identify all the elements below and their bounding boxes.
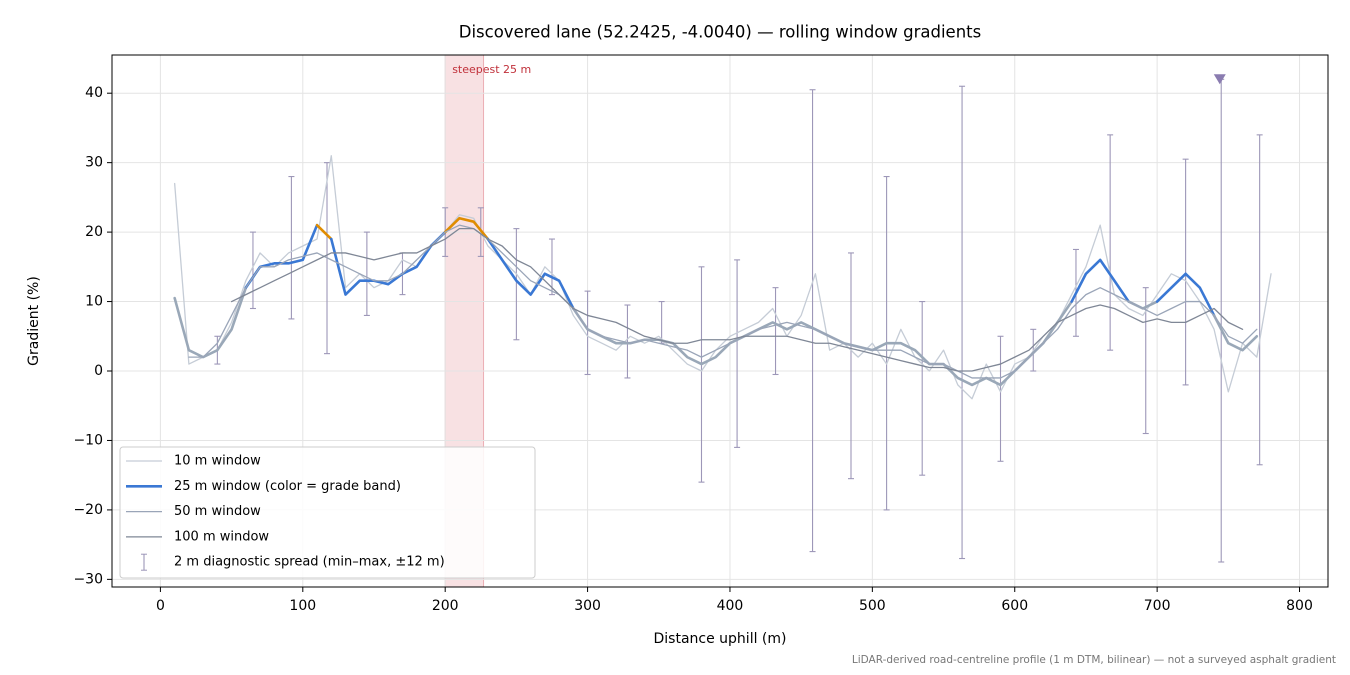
error-bar: [1256, 134, 1263, 466]
series-line: [244, 223, 319, 289]
error-bar: [809, 89, 816, 553]
error-bar: [997, 335, 1004, 462]
error-bar: [1218, 78, 1225, 563]
chart-title: Discovered lane (52.2425, -4.0040) — rol…: [459, 23, 981, 42]
series-line: [1212, 314, 1259, 352]
highlight-label: steepest 25 m: [452, 63, 531, 76]
y-tick-label: 40: [85, 85, 103, 101]
x-tick-label: 600: [1001, 598, 1028, 614]
series-line: [1127, 300, 1159, 310]
error-bar: [513, 228, 520, 341]
legend-box: [119, 446, 536, 579]
marker: [1213, 74, 1226, 85]
error-bar: [548, 238, 555, 296]
y-tick-label: −30: [73, 571, 103, 587]
x-tick-label: 0: [156, 598, 165, 614]
y-tick-label: 10: [85, 294, 103, 310]
x-tick-label: 400: [717, 598, 744, 614]
legend: 10 m window 25 m window (color = grade ba…: [119, 446, 536, 579]
error-bar: [584, 290, 591, 376]
legend-label: 2 m diagnostic spread (min–max, ±12 m): [174, 555, 445, 570]
legend-label: 50 m window: [174, 504, 261, 519]
x-tick-label: 100: [289, 598, 316, 614]
error-bar: [919, 301, 926, 476]
legend-label: 10 m window: [174, 454, 261, 469]
y-tick-label: 0: [94, 363, 103, 379]
footnote: LiDAR-derived road-centreline profile (1…: [852, 654, 1336, 666]
x-tick-label: 500: [859, 598, 886, 614]
error-bar: [959, 85, 966, 560]
y-axis-label: Gradient (%): [26, 276, 42, 366]
series-line: [230, 227, 1244, 372]
plot-frame: [111, 54, 1329, 588]
series-line: [443, 216, 490, 241]
series-line: [1070, 258, 1130, 303]
series-line: [174, 155, 1272, 400]
error-bar: [249, 231, 256, 310]
y-tick-label: −10: [73, 432, 103, 448]
legend-label: 25 m window (color = grade band): [174, 479, 401, 494]
error-bar: [288, 175, 295, 320]
x-tick-label: 700: [1144, 598, 1171, 614]
error-bar: [734, 259, 741, 448]
series-line: [173, 286, 248, 359]
y-tick-label: 30: [85, 155, 103, 171]
error-bar: [772, 287, 779, 376]
series-line: [188, 224, 1258, 379]
legend-label: 100 m window: [174, 529, 269, 544]
series-line: [315, 223, 333, 241]
x-tick-label: 200: [432, 598, 459, 614]
error-bar: [624, 304, 631, 379]
x-axis-label: Distance uphill (m): [654, 631, 787, 647]
error-bar: [698, 266, 705, 483]
y-tick-label: 20: [85, 224, 103, 240]
series-line: [1155, 272, 1216, 317]
y-tick-label: −20: [73, 502, 103, 518]
error-bar: [847, 252, 854, 480]
error-bar: [1182, 158, 1189, 386]
x-tick-label: 300: [574, 598, 601, 614]
series-line: [329, 230, 447, 296]
error-bar: [1107, 134, 1114, 351]
x-tick-label: 800: [1286, 598, 1313, 614]
series-line: [486, 237, 575, 310]
error-bar: [363, 231, 370, 316]
